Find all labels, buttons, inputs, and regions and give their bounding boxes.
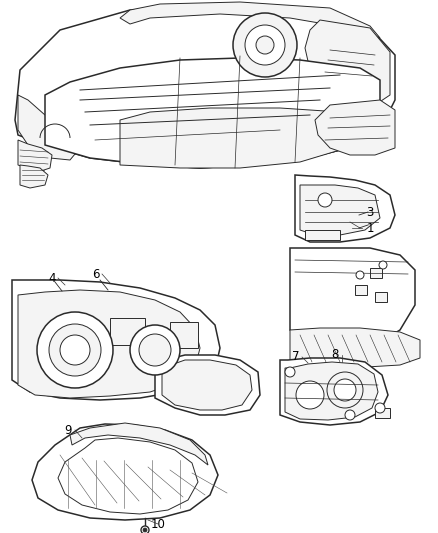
Polygon shape [290,248,415,352]
Text: 9: 9 [64,424,72,437]
Polygon shape [110,318,145,345]
Polygon shape [375,292,387,302]
Circle shape [318,193,332,207]
Polygon shape [70,423,208,465]
Polygon shape [300,185,380,235]
Polygon shape [355,285,367,295]
Polygon shape [18,290,200,398]
Circle shape [375,403,385,413]
Polygon shape [18,140,52,172]
Polygon shape [12,280,220,400]
Polygon shape [15,5,395,168]
Circle shape [245,25,285,65]
Text: 1: 1 [366,222,374,235]
Circle shape [327,372,363,408]
Circle shape [296,381,324,409]
Text: 10: 10 [151,518,166,530]
Polygon shape [370,268,382,278]
Circle shape [256,36,274,54]
Circle shape [130,325,180,375]
Circle shape [60,335,90,365]
Circle shape [356,271,364,279]
Circle shape [285,367,295,377]
Text: 3: 3 [366,206,374,220]
Circle shape [49,324,101,376]
Polygon shape [315,100,395,155]
Polygon shape [162,360,252,410]
Polygon shape [280,358,388,425]
Circle shape [37,312,113,388]
Circle shape [139,334,171,366]
Circle shape [233,13,297,77]
Text: 6: 6 [92,268,100,280]
Polygon shape [32,424,218,520]
Circle shape [143,528,147,532]
Polygon shape [18,95,80,160]
Text: 7: 7 [292,351,300,364]
Circle shape [141,526,149,533]
Polygon shape [285,362,378,420]
Polygon shape [290,328,420,368]
Polygon shape [170,322,198,348]
Circle shape [379,261,387,269]
Text: 8: 8 [331,349,339,361]
Polygon shape [120,2,380,38]
Polygon shape [295,175,395,242]
Circle shape [334,379,356,401]
Polygon shape [45,58,380,168]
Polygon shape [20,165,48,188]
Circle shape [345,410,355,420]
Polygon shape [155,355,260,415]
Polygon shape [305,230,340,240]
Polygon shape [375,408,390,418]
Text: 4: 4 [48,271,56,285]
Polygon shape [120,108,360,168]
Polygon shape [305,20,390,105]
